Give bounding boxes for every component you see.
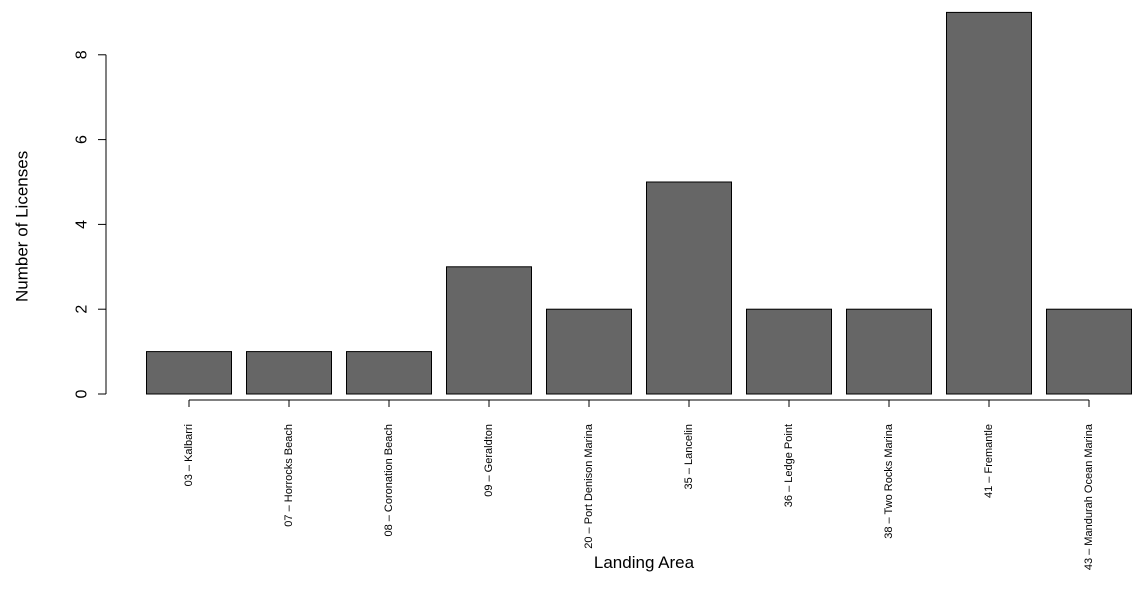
x-tick-label-8: 41 – Fremantle: [983, 424, 995, 498]
bar-9: [946, 11, 1032, 395]
bar-3: [346, 351, 432, 395]
bar-1: [146, 351, 232, 395]
x-tick-label-2: 08 – Coronation Beach: [383, 424, 395, 537]
bar-4: [446, 266, 532, 395]
x-tick-label-5: 35 – Lancelin: [683, 424, 695, 489]
bar-5: [546, 308, 632, 395]
x-tick-label-9: 43 – Mandurah Ocean Marina: [1083, 423, 1095, 570]
x-tick-label-0: 03 – Kalbarri: [183, 424, 195, 486]
y-tick-label-2: 4: [74, 220, 91, 229]
x-axis: 03 – Kalbarri 07 – Horrocks Beach 08 – Cor…: [183, 399, 1095, 570]
bar-6: [646, 181, 732, 395]
bar-8: [846, 308, 932, 395]
y-axis-title: Number of Licenses: [13, 151, 32, 302]
y-tick-label-4: 8: [74, 50, 91, 59]
y-axis: 0 2 4 6 8: [74, 50, 107, 398]
y-tick-label-0: 0: [74, 389, 91, 398]
bar-10: [1046, 308, 1132, 395]
x-tick-label-3: 09 – Geraldton: [483, 424, 495, 497]
y-tick-label-1: 2: [74, 305, 91, 314]
y-tick-label-3: 6: [74, 135, 91, 144]
bars-layer: [146, 11, 1132, 395]
x-tick-label-1: 07 – Horrocks Beach: [283, 424, 295, 527]
x-tick-label-6: 36 – Ledge Point: [783, 424, 795, 507]
x-tick-label-4: 20 – Port Denison Marina: [583, 423, 595, 549]
bar-7: [746, 308, 832, 395]
x-tick-label-7: 38 – Two Rocks Marina: [883, 423, 895, 539]
bar-2: [246, 351, 332, 395]
x-axis-title: Landing Area: [594, 553, 695, 572]
